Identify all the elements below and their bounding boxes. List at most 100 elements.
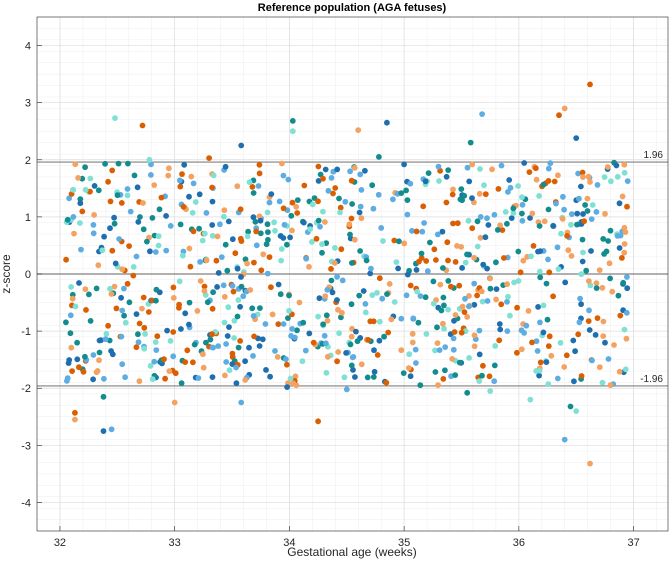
- data-point: [257, 217, 264, 224]
- data-point: [623, 335, 630, 342]
- data-point: [154, 333, 161, 340]
- data-point: [523, 322, 530, 329]
- data-point: [450, 186, 456, 193]
- data-point: [422, 294, 429, 301]
- data-point: [257, 305, 263, 311]
- data-point: [553, 200, 559, 207]
- data-point: [579, 258, 586, 265]
- data-point: [499, 227, 506, 234]
- data-point: [82, 353, 88, 360]
- data-point: [417, 293, 424, 299]
- data-point: [290, 380, 297, 387]
- data-point: [288, 212, 295, 219]
- data-point: [497, 222, 503, 229]
- data-point: [77, 220, 83, 226]
- data-point: [332, 245, 338, 251]
- data-point: [238, 238, 245, 245]
- data-point: [518, 327, 525, 334]
- data-point: [374, 352, 381, 358]
- data-point: [363, 257, 370, 264]
- data-point: [70, 214, 77, 220]
- data-point: [537, 319, 543, 326]
- data-point: [432, 369, 439, 375]
- data-point: [287, 375, 294, 382]
- data-point: [536, 367, 543, 374]
- data-point: [122, 374, 128, 381]
- data-point: [338, 246, 345, 253]
- data-point: [367, 270, 374, 277]
- data-point: [264, 209, 271, 216]
- data-point: [111, 283, 118, 290]
- data-point: [213, 257, 220, 264]
- data-point: [592, 332, 599, 338]
- data-point: [474, 218, 481, 225]
- data-point: [98, 337, 104, 344]
- data-point: [543, 359, 550, 365]
- data-point: [568, 221, 574, 228]
- data-point: [445, 257, 451, 264]
- data-point: [100, 428, 107, 434]
- data-point: [391, 237, 398, 244]
- data-point: [323, 369, 330, 376]
- data-point: [328, 277, 335, 284]
- data-point: [410, 315, 417, 322]
- data-point: [336, 330, 342, 337]
- data-point: [69, 368, 75, 374]
- data-point: [247, 287, 254, 293]
- data-point: [607, 382, 614, 389]
- data-point: [494, 227, 501, 233]
- data-point: [347, 341, 354, 348]
- data-point: [320, 175, 326, 182]
- data-point: [87, 318, 94, 324]
- data-point: [105, 322, 111, 329]
- data-point: [515, 278, 522, 284]
- data-point: [586, 278, 592, 284]
- data-point: [355, 127, 362, 133]
- data-point: [467, 139, 474, 146]
- data-point: [115, 160, 122, 167]
- data-point: [186, 193, 192, 200]
- data-point: [507, 312, 513, 319]
- data-point: [346, 221, 353, 228]
- data-point: [289, 199, 296, 206]
- data-point: [224, 333, 231, 339]
- data-point: [315, 217, 322, 224]
- data-point: [187, 263, 194, 270]
- data-point: [593, 209, 600, 215]
- data-point: [440, 320, 446, 327]
- data-point: [229, 361, 236, 367]
- data-point: [72, 409, 78, 416]
- data-point: [221, 207, 228, 214]
- data-point: [156, 206, 163, 213]
- data-point: [64, 216, 71, 223]
- data-point: [578, 271, 585, 278]
- data-point: [471, 343, 478, 350]
- data-point: [357, 248, 363, 254]
- data-point: [555, 172, 561, 179]
- data-point: [343, 386, 350, 393]
- data-point: [119, 361, 126, 368]
- data-point: [147, 363, 154, 369]
- data-point: [151, 182, 158, 189]
- data-point: [600, 318, 607, 325]
- data-point: [319, 241, 325, 248]
- data-point: [416, 258, 422, 265]
- data-point: [469, 195, 475, 202]
- data-point: [356, 209, 363, 216]
- data-point: [139, 122, 146, 129]
- data-point: [119, 307, 126, 314]
- data-point: [561, 206, 567, 213]
- data-point: [203, 210, 210, 216]
- data-point: [63, 319, 69, 326]
- data-point: [266, 199, 273, 206]
- data-point: [76, 364, 82, 371]
- data-point: [71, 230, 77, 237]
- data-point: [80, 368, 87, 375]
- data-point: [335, 349, 342, 355]
- data-point: [268, 191, 275, 198]
- data-point: [536, 268, 543, 275]
- data-point: [196, 225, 203, 232]
- data-point: [294, 197, 301, 204]
- data-point: [78, 246, 84, 253]
- data-point: [184, 347, 191, 354]
